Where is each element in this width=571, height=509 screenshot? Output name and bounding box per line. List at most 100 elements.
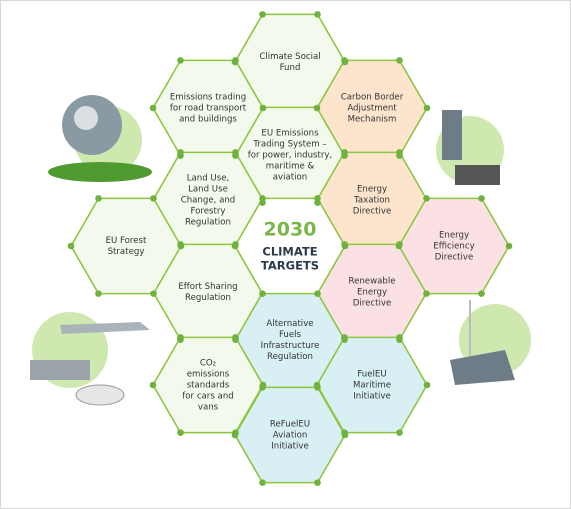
vertex-dot	[149, 104, 157, 112]
vertex-dot	[67, 242, 75, 250]
car	[75, 384, 125, 406]
vertex-dot	[341, 429, 348, 436]
vertex-dot	[259, 381, 267, 389]
node-label: Renewable	[348, 277, 395, 287]
vertex-dot	[341, 57, 348, 64]
node-label: EU Forest	[106, 236, 147, 246]
node-label: for road transport	[170, 104, 247, 114]
node-label: Directive	[353, 207, 392, 217]
node-label: Infrastructure	[261, 341, 320, 351]
node-label: for power, industry,	[248, 151, 333, 161]
vertex-dot	[259, 195, 266, 202]
node-label: standards	[187, 381, 230, 391]
vertex-dot	[314, 195, 321, 202]
vertex-dot	[396, 241, 403, 248]
node-label: Directive	[353, 299, 392, 309]
vertex-dot	[314, 479, 321, 486]
node-label: Trading System –	[252, 140, 326, 150]
vertex-dot	[177, 334, 184, 341]
vertex-dots	[67, 11, 513, 486]
vertex-dot	[259, 104, 267, 112]
node-label: Alternative	[266, 319, 313, 329]
vertex-dot	[232, 429, 239, 436]
trees	[48, 162, 152, 182]
vertex-dot	[95, 290, 102, 297]
globe-cloud	[74, 106, 98, 130]
node-label: Climate Social	[259, 52, 320, 62]
node-label: Change, and	[181, 196, 236, 206]
vertex-dot	[149, 381, 157, 389]
vertex-dot	[313, 381, 321, 389]
vertex-dot	[423, 195, 430, 202]
vertex-dot	[341, 241, 348, 248]
vertex-dot	[232, 241, 239, 248]
node-label: Directive	[435, 253, 474, 263]
vertex-dot	[478, 290, 485, 297]
solar-panel	[450, 350, 515, 385]
vertex-dot	[341, 334, 348, 341]
node-label: for cars and	[182, 392, 233, 402]
node-label: vans	[198, 403, 219, 413]
node-label: Initiative	[271, 442, 309, 452]
node-label: Land Use	[188, 185, 228, 195]
node-label: Forestry	[191, 207, 226, 217]
vertex-dot	[259, 11, 266, 18]
node-label: Maritime	[353, 381, 391, 391]
vertex-dot	[396, 429, 403, 436]
node-label: Initiative	[353, 392, 391, 402]
vertex-dot	[95, 195, 102, 202]
crane-truck	[455, 165, 500, 185]
node-label: Energy	[357, 185, 387, 195]
vertex-dot	[150, 290, 157, 297]
vertex-dot	[423, 104, 431, 112]
center-year: 2030	[264, 219, 317, 241]
node-label: Strategy	[108, 247, 145, 257]
vertex-dot	[423, 381, 431, 389]
node-label: aviation	[273, 173, 307, 183]
node-label: CO₂	[200, 359, 216, 369]
node-label: maritime &	[266, 162, 315, 172]
vertex-dot	[177, 149, 184, 156]
node-label: Regulation	[267, 352, 313, 362]
vertex-dot	[177, 241, 184, 248]
vertex-dot	[150, 195, 157, 202]
node-label: Regulation	[185, 293, 231, 303]
node-label: Fund	[280, 63, 301, 73]
vertex-dot	[232, 149, 239, 156]
vertex-dot	[313, 104, 321, 112]
vertex-dot	[314, 11, 321, 18]
road	[30, 360, 90, 380]
vertex-dot	[396, 334, 403, 341]
node-label: Taxation	[353, 196, 390, 206]
node-label: Mechanism	[348, 115, 397, 125]
vertex-dot	[232, 334, 239, 341]
vertex-dot	[423, 290, 430, 297]
vertex-dot	[505, 242, 513, 250]
vertex-dot	[259, 479, 266, 486]
node-label: Regulation	[185, 218, 231, 228]
vertex-dot	[177, 429, 184, 436]
node-label: and buildings	[179, 115, 237, 125]
node-label: EU Emissions	[261, 129, 319, 139]
node-label: Emissions trading	[170, 93, 246, 103]
node-label: Adjustment	[347, 104, 397, 114]
vertex-dot	[396, 149, 403, 156]
node-label: Aviation	[273, 431, 308, 441]
node-label: Energy	[439, 231, 469, 241]
node-label: Carbon Border	[341, 93, 404, 103]
node-label: ReFuelEU	[270, 420, 310, 430]
node-label: Land Use,	[187, 174, 229, 184]
vertex-dot	[232, 57, 239, 64]
vertex-dot	[259, 290, 266, 297]
node-label: Fuels	[279, 330, 302, 340]
center-title: CLIMATE	[262, 245, 317, 259]
vertex-dot	[341, 149, 348, 156]
vertex-dot	[396, 57, 403, 64]
plane	[60, 322, 150, 334]
vertex-dot	[314, 290, 321, 297]
node-label: Effort Sharing	[178, 282, 237, 292]
vertex-dot	[177, 57, 184, 64]
node-label: FuelEU	[357, 370, 386, 380]
